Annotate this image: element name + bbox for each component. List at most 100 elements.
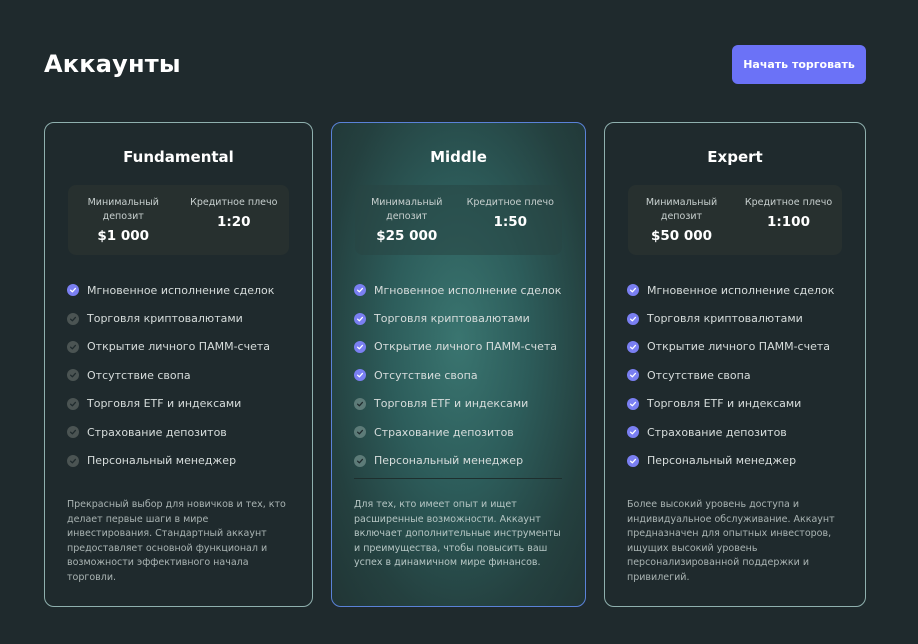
feature-item: Открытие личного ПАММ-счета <box>627 333 834 361</box>
feature-item: Страхование депозитов <box>627 418 834 446</box>
feature-text: Торговля ETF и индексами <box>647 397 802 411</box>
feature-item: Страхование депозитов <box>67 418 274 446</box>
check-circle-muted-icon <box>354 454 366 467</box>
feature-item: Отсутствие свопа <box>354 361 561 389</box>
check-circle-icon <box>627 340 639 353</box>
feature-text: Мгновенное исполнение сделок <box>374 283 562 297</box>
card-description: Более высокий уровень доступа и индивиду… <box>627 499 835 583</box>
divider <box>354 478 562 479</box>
stat-min-deposit: Минимальный депозит $25 000 <box>355 185 459 255</box>
feature-text: Торговля криптовалютами <box>374 312 530 326</box>
stat-value: $50 000 <box>650 228 713 244</box>
feature-text: Страхование депозитов <box>647 425 787 439</box>
check-circle-icon <box>354 312 366 325</box>
feature-text: Отсутствие свопа <box>647 368 751 382</box>
card-description: Для тех, кто имеет опыт и ищет расширенн… <box>354 499 561 569</box>
check-circle-muted-icon <box>67 426 79 439</box>
feature-text: Персональный менеджер <box>374 454 524 468</box>
check-circle-muted-icon <box>67 340 79 353</box>
feature-item: Мгновенное исполнение сделок <box>627 276 834 304</box>
stat-min-deposit: Минимальный депозит $1 000 <box>68 185 179 255</box>
feature-text: Торговля ETF и индексами <box>87 397 242 411</box>
feature-item: Страхование депозитов <box>354 418 561 446</box>
account-card-fundamental[interactable]: Fundamental Минимальный депозит $1 000 К… <box>44 122 313 607</box>
feature-text: Открытие личного ПАММ-счета <box>87 340 271 354</box>
stat-value: 1:20 <box>216 214 251 230</box>
check-circle-muted-icon <box>67 454 79 467</box>
card-stats: Минимальный депозит $50 000 Кредитное пл… <box>628 185 842 255</box>
feature-text: Торговля криптовалютами <box>647 312 803 326</box>
card-description: Прекрасный выбор для новичков и тех, кто… <box>67 499 286 583</box>
start-trading-button[interactable]: Начать торговать <box>732 45 866 84</box>
check-circle-icon <box>627 426 639 439</box>
stat-leverage: Кредитное плечо 1:100 <box>735 185 842 255</box>
stat-label: Минимальный депозит <box>371 197 443 222</box>
feature-text: Страхование депозитов <box>374 425 514 439</box>
feature-list: Мгновенное исполнение сделок Торговля кри… <box>354 276 561 475</box>
check-circle-icon <box>354 284 366 297</box>
stat-label: Минимальный депозит <box>87 197 159 222</box>
feature-item: Торговля ETF и индексами <box>354 390 561 418</box>
feature-item: Торговля ETF и индексами <box>67 390 274 418</box>
stat-label: Минимальный депозит <box>645 197 718 222</box>
account-card-middle[interactable]: Middle Минимальный депозит $25 000 Креди… <box>331 122 586 607</box>
check-circle-muted-icon <box>67 312 79 325</box>
card-stats: Минимальный депозит $1 000 Кредитное пле… <box>68 185 289 255</box>
stat-min-deposit: Минимальный депозит $50 000 <box>628 185 735 255</box>
feature-item: Торговля криптовалютами <box>354 304 561 332</box>
stat-value: $25 000 <box>376 228 438 244</box>
stat-label: Кредитное плечо <box>744 197 833 208</box>
stat-label: Кредитное плечо <box>466 197 554 208</box>
feature-item: Персональный менеджер <box>627 446 834 474</box>
feature-item: Открытие личного ПАММ-счета <box>67 333 274 361</box>
feature-item: Торговля криптовалютами <box>627 304 834 332</box>
feature-item: Персональный менеджер <box>67 446 274 474</box>
check-circle-icon <box>627 454 639 467</box>
account-card-expert[interactable]: Expert Минимальный депозит $50 000 Креди… <box>604 122 866 607</box>
feature-list: Мгновенное исполнение сделок Торговля кри… <box>67 276 274 475</box>
feature-text: Мгновенное исполнение сделок <box>647 283 835 297</box>
feature-item: Отсутствие свопа <box>67 361 274 389</box>
check-circle-muted-icon <box>354 397 366 410</box>
feature-item: Торговля криптовалютами <box>67 304 274 332</box>
feature-text: Мгновенное исполнение сделок <box>87 283 275 297</box>
stat-value: $1 000 <box>97 228 150 244</box>
check-circle-muted-icon <box>67 397 79 410</box>
stat-leverage: Кредитное плечо 1:50 <box>459 185 563 255</box>
check-circle-icon <box>354 369 366 382</box>
check-circle-icon <box>627 397 639 410</box>
feature-item: Мгновенное исполнение сделок <box>354 276 561 304</box>
feature-text: Открытие личного ПАММ-счета <box>374 340 558 354</box>
stat-leverage: Кредитное плечо 1:20 <box>179 185 290 255</box>
feature-text: Персональный менеджер <box>87 454 237 468</box>
feature-text: Торговля криптовалютами <box>87 312 243 326</box>
stat-value: 1:100 <box>767 214 810 230</box>
check-circle-muted-icon <box>67 369 79 382</box>
card-title: Fundamental <box>123 148 234 166</box>
card-title: Middle <box>430 148 487 166</box>
card-title: Expert <box>707 148 763 166</box>
feature-text: Торговля ETF и индексами <box>374 397 529 411</box>
feature-item: Персональный менеджер <box>354 446 561 474</box>
feature-text: Страхование депозитов <box>87 425 227 439</box>
feature-item: Открытие личного ПАММ-счета <box>354 333 561 361</box>
feature-item: Мгновенное исполнение сделок <box>67 276 274 304</box>
page-title: Аккаунты <box>44 50 181 78</box>
feature-text: Отсутствие свопа <box>87 368 191 382</box>
check-circle-icon <box>627 284 639 297</box>
check-circle-icon <box>627 312 639 325</box>
check-circle-icon <box>67 284 79 297</box>
check-circle-muted-icon <box>354 426 366 439</box>
feature-item: Отсутствие свопа <box>627 361 834 389</box>
feature-list: Мгновенное исполнение сделок Торговля кри… <box>627 276 834 475</box>
check-circle-icon <box>627 369 639 382</box>
feature-item: Торговля ETF и индексами <box>627 390 834 418</box>
stat-value: 1:50 <box>493 214 528 230</box>
check-circle-icon <box>354 340 366 353</box>
feature-text: Открытие личного ПАММ-счета <box>647 340 831 354</box>
feature-text: Отсутствие свопа <box>374 368 478 382</box>
feature-text: Персональный менеджер <box>647 454 797 468</box>
card-stats: Минимальный депозит $25 000 Кредитное пл… <box>355 185 562 255</box>
stat-label: Кредитное плечо <box>190 197 278 208</box>
